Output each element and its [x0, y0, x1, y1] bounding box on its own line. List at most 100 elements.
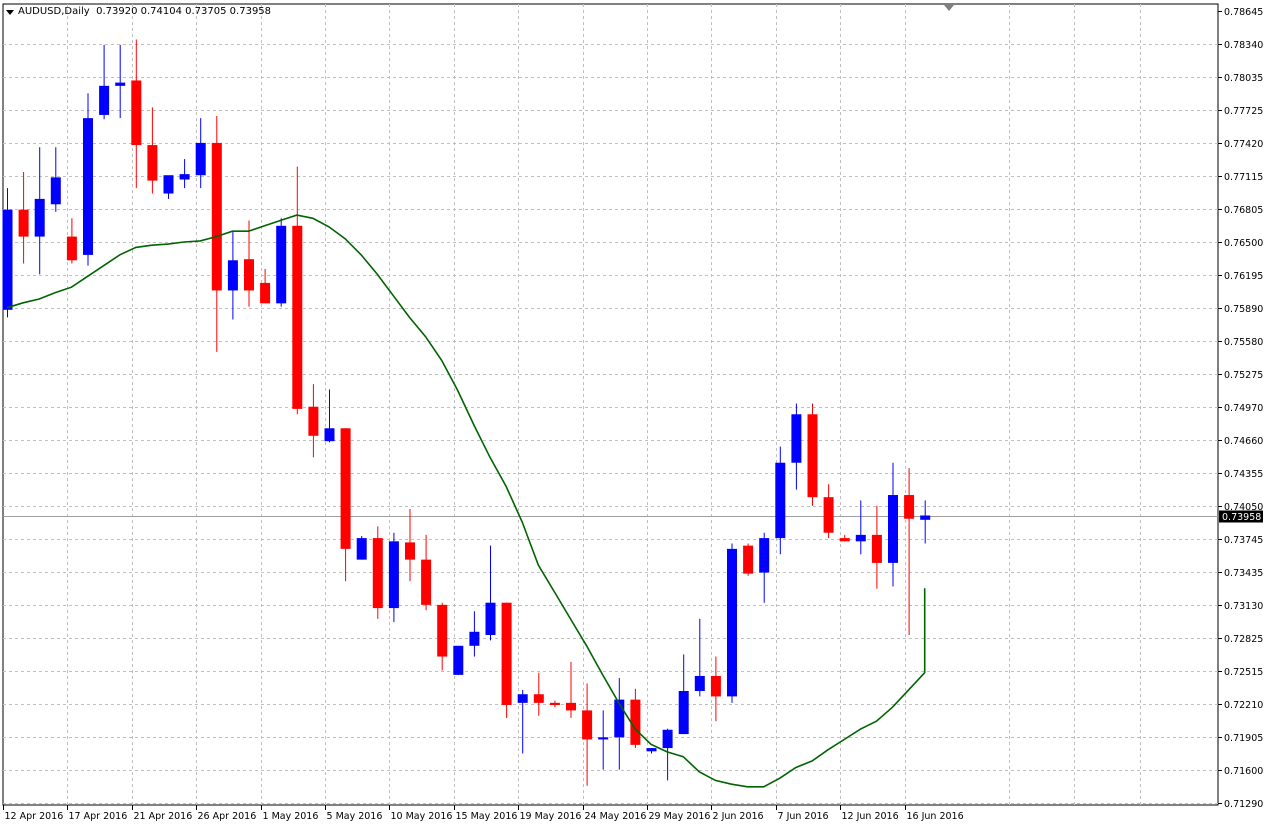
candle-body[interactable]	[50, 177, 61, 205]
candle-body[interactable]	[662, 729, 673, 749]
current-price-label: 0.73958	[1222, 512, 1261, 523]
candle-body[interactable]	[195, 142, 206, 176]
x-tick-label: 10 May 2016	[391, 811, 453, 822]
candle-body[interactable]	[549, 702, 560, 706]
candle-body[interactable]	[775, 462, 786, 539]
candle-body[interactable]	[485, 602, 496, 636]
candle-body[interactable]	[694, 675, 705, 692]
y-tick-label: 0.75890	[1224, 304, 1263, 315]
candle-body[interactable]	[855, 534, 866, 542]
x-tick-label: 12 Apr 2016	[5, 811, 64, 822]
candle-body[interactable]	[678, 691, 689, 735]
candle-body[interactable]	[227, 260, 238, 291]
candle-body[interactable]	[823, 497, 834, 533]
candle-body[interactable]	[356, 538, 367, 560]
candle-body[interactable]	[791, 414, 802, 463]
y-tick-label: 0.78645	[1224, 7, 1263, 18]
candle-body[interactable]	[501, 602, 512, 706]
candle-body[interactable]	[437, 604, 448, 657]
candle-body[interactable]	[66, 236, 77, 261]
candle-body[interactable]	[34, 198, 45, 237]
y-tick-label: 0.76805	[1224, 205, 1263, 216]
x-tick-label: 2 Jun 2016	[713, 811, 764, 822]
candle-body[interactable]	[260, 282, 271, 304]
candle-body[interactable]	[83, 118, 93, 255]
candle-body[interactable]	[598, 737, 609, 740]
candle-body[interactable]	[839, 538, 850, 542]
x-tick-label: 17 Apr 2016	[69, 811, 128, 822]
candle-body[interactable]	[888, 495, 898, 563]
x-tick-label: 19 May 2016	[520, 811, 582, 822]
moving-average-line	[6, 214, 926, 788]
candle-body[interactable]	[147, 145, 158, 181]
candle-body[interactable]	[276, 225, 287, 304]
candle-body[interactable]	[646, 748, 657, 752]
candle-body[interactable]	[244, 259, 254, 291]
y-tick-label: 0.76195	[1224, 271, 1263, 282]
candle-body[interactable]	[582, 710, 593, 740]
candle-body[interactable]	[324, 428, 335, 442]
y-tick-label: 0.78035	[1224, 73, 1263, 84]
candle-body[interactable]	[421, 559, 432, 605]
y-tick-label: 0.73435	[1224, 568, 1263, 579]
candle-body[interactable]	[340, 428, 351, 549]
candle-body[interactable]	[630, 699, 641, 745]
y-tick-label: 0.71905	[1224, 733, 1263, 744]
candle-body[interactable]	[179, 174, 190, 180]
x-tick-label: 16 Jun 2016	[907, 811, 964, 822]
y-tick-label: 0.73130	[1224, 601, 1263, 612]
candle-body[interactable]	[453, 645, 464, 675]
x-tick-label: 12 Jun 2016	[842, 811, 899, 822]
x-tick-label: 7 Jun 2016	[778, 811, 829, 822]
candle-body[interactable]	[904, 495, 915, 519]
candle-body[interactable]	[566, 702, 576, 711]
candle-body[interactable]	[871, 534, 882, 563]
y-tick-label: 0.76500	[1224, 238, 1263, 249]
y-tick-label: 0.75580	[1224, 337, 1263, 348]
chart-shift-icon[interactable]	[944, 5, 954, 11]
candle-body[interactable]	[115, 82, 126, 86]
candle-body[interactable]	[2, 209, 13, 310]
y-tick-label: 0.77420	[1224, 139, 1263, 150]
candle-body[interactable]	[405, 542, 415, 560]
y-tick-label: 0.72210	[1224, 700, 1263, 711]
candle-body[interactable]	[517, 694, 528, 703]
candle-body[interactable]	[372, 538, 383, 609]
candle-body[interactable]	[710, 675, 721, 697]
y-tick-label: 0.71290	[1224, 799, 1263, 810]
symbol-label: AUDUSD,Daily	[18, 6, 90, 17]
y-tick-label: 0.77725	[1224, 106, 1263, 117]
candle-body[interactable]	[99, 85, 110, 115]
candle-body[interactable]	[469, 631, 480, 646]
x-tick-label: 24 May 2016	[585, 811, 647, 822]
candle-body[interactable]	[131, 80, 142, 146]
x-tick-label: 26 Apr 2016	[198, 811, 257, 822]
x-tick-label: 29 May 2016	[649, 811, 711, 822]
candle-body[interactable]	[614, 699, 625, 738]
candle-body[interactable]	[807, 414, 818, 498]
chart-header: AUDUSD,Daily 0.73920 0.74104 0.73705 0.7…	[6, 6, 271, 19]
candle-body[interactable]	[308, 406, 319, 436]
ohlc-values: 0.73920 0.74104 0.73705 0.73958	[96, 6, 272, 17]
y-tick-label: 0.78340	[1224, 40, 1263, 51]
candle-body[interactable]	[727, 548, 737, 697]
y-tick-label: 0.73745	[1224, 535, 1263, 546]
plot-area	[2, 3, 1219, 806]
candle-body[interactable]	[533, 694, 544, 703]
x-tick-label: 5 May 2016	[327, 811, 383, 822]
candle-body[interactable]	[292, 225, 303, 409]
candle-body[interactable]	[18, 209, 29, 237]
candle-body[interactable]	[388, 541, 399, 609]
dropdown-triangle-icon[interactable]	[6, 9, 14, 15]
y-tick-label: 0.71600	[1224, 766, 1263, 777]
candle-body[interactable]	[211, 142, 222, 291]
y-tick-label: 0.72515	[1224, 667, 1263, 678]
candle-body[interactable]	[920, 515, 931, 520]
candle-body[interactable]	[759, 538, 770, 573]
current-price-badge	[1219, 510, 1263, 523]
candle-body[interactable]	[163, 175, 174, 194]
y-tick-label: 0.74050	[1224, 502, 1263, 513]
candle-body[interactable]	[743, 545, 754, 574]
